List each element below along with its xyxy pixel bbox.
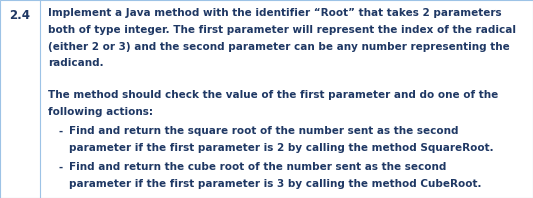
Text: Implement a Java method with the identifier “Root” that takes 2 parameters: Implement a Java method with the identif…	[48, 8, 502, 18]
Text: 2.4: 2.4	[10, 9, 30, 22]
Text: The method should check the value of the first parameter and do one of the: The method should check the value of the…	[48, 90, 498, 100]
Text: -: -	[59, 126, 63, 136]
Text: Find and return the square root of the number sent as the second: Find and return the square root of the n…	[69, 126, 459, 136]
Text: radicand.: radicand.	[48, 58, 103, 69]
Text: Find and return the cube root of the number sent as the second: Find and return the cube root of the num…	[69, 163, 447, 172]
Text: (either 2 or 3) and the second parameter can be any number representing the: (either 2 or 3) and the second parameter…	[48, 42, 510, 52]
Text: both of type integer. The first parameter will represent the index of the radica: both of type integer. The first paramete…	[48, 25, 516, 35]
Text: -: -	[59, 163, 63, 172]
Text: parameter if the first parameter is 3 by calling the method CubeRoot.: parameter if the first parameter is 3 by…	[69, 179, 482, 189]
Text: parameter if the first parameter is 2 by calling the method SquareRoot.: parameter if the first parameter is 2 by…	[69, 143, 494, 153]
Text: following actions:: following actions:	[48, 107, 153, 117]
